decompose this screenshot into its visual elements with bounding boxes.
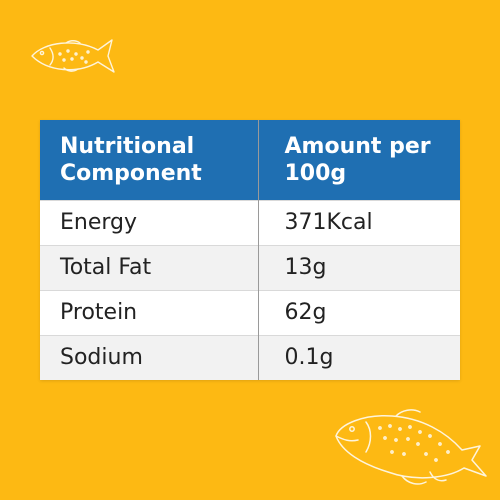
table-header-row: Nutritional Component Amount per 100g [40, 120, 460, 200]
table-row: Total Fat 13g [40, 244, 460, 290]
fish-outline-icon [31, 39, 115, 73]
component-cell: Energy [40, 199, 259, 245]
component-cell: Sodium [40, 334, 259, 380]
table-row: Protein 62g [40, 289, 460, 335]
amount-cell: 0.1g [258, 334, 460, 380]
nutrition-table: Nutritional Component Amount per 100g En… [40, 120, 460, 380]
component-cell: Total Fat [40, 244, 259, 290]
column-header-component: Nutritional Component [40, 120, 259, 200]
table-row: Energy 371Kcal [40, 199, 460, 245]
amount-cell: 62g [258, 289, 460, 335]
salmon-outline-icon [335, 409, 487, 485]
table-row: Sodium 0.1g [40, 334, 460, 380]
amount-cell: 13g [258, 244, 460, 290]
amount-cell: 371Kcal [258, 199, 460, 245]
component-cell: Protein [40, 289, 259, 335]
column-header-amount: Amount per 100g [258, 120, 460, 200]
